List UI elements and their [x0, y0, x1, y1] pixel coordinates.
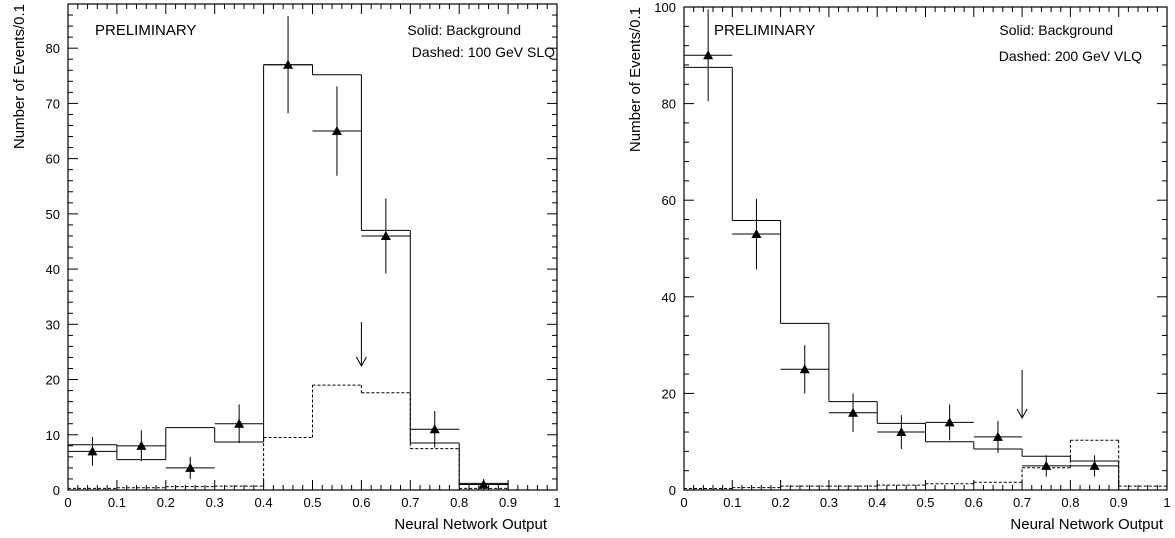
- x-axis-title: Neural Network Output: [1010, 516, 1163, 533]
- y-axis-title: Number of Events/0.1: [627, 7, 644, 152]
- data-point-marker: [87, 446, 98, 456]
- cut-arrowhead-icon: [355, 356, 367, 368]
- x-tick-label: 0.2: [157, 495, 175, 510]
- y-tick-label: 80: [46, 41, 60, 56]
- legend-annotation: Solid: Background: [999, 22, 1113, 38]
- y-tick-label: 60: [46, 152, 60, 167]
- x-tick-label: 0.2: [772, 495, 790, 510]
- data-point-marker: [896, 427, 907, 437]
- data-point-marker: [751, 229, 762, 239]
- data-point-marker: [136, 440, 147, 450]
- x-tick-label: 0.3: [206, 495, 224, 510]
- legend-annotation: Dashed: 200 GeV VLQ: [999, 48, 1142, 64]
- right-plot-panel: 0 0.1 0.2 0.3 0.4 0.5 0.6 0.7 0.8 0.9 1 0 20 40 60 80 10…: [627, 0, 1171, 533]
- x-tick-label: 0.5: [916, 495, 934, 510]
- data-point-marker: [478, 479, 489, 489]
- y-tick-label: 40: [662, 290, 676, 305]
- data-point-marker: [429, 424, 440, 434]
- x-tick-label: 0.9: [1110, 495, 1128, 510]
- y-tick-label: 0: [53, 483, 60, 498]
- x-tick-label: 0.1: [108, 495, 126, 510]
- x-tick-label: 0.3: [820, 495, 838, 510]
- left-plot-panel: 0 0.1 0.2 0.3 0.4 0.5 0.6 0.7 0.8 0.9 101020304050…: [11, 3, 561, 533]
- x-tick-label: 0.8: [450, 495, 468, 510]
- preliminary-label: PRELIMINARY: [714, 22, 815, 39]
- cut-arrowhead-icon: [1016, 408, 1028, 420]
- x-tick-label: 0.7: [1013, 495, 1031, 510]
- y-tick-label: 100: [654, 0, 676, 15]
- legend-annotation: Dashed: 100 GeV SLQ: [412, 44, 555, 60]
- y-tick-label: 10: [46, 428, 60, 443]
- data-point-marker: [799, 364, 810, 374]
- data-point-marker: [992, 431, 1003, 441]
- data-point-marker: [234, 418, 245, 428]
- y-tick-label: 70: [46, 96, 60, 111]
- x-tick-label: 0.1: [723, 495, 741, 510]
- data-point-marker: [848, 407, 859, 417]
- data-point-marker: [1041, 460, 1052, 470]
- x-tick-label: 1: [1163, 495, 1170, 510]
- y-tick-label: 60: [662, 193, 676, 208]
- x-tick-label: 0.4: [255, 495, 273, 510]
- data-point-marker: [283, 59, 294, 69]
- data-point-marker: [185, 462, 196, 472]
- y-tick-label: 80: [662, 97, 676, 112]
- x-tick-label: 0: [680, 495, 687, 510]
- y-tick-label: 0: [669, 483, 676, 498]
- x-tick-label: 0.8: [1061, 495, 1079, 510]
- x-tick-label: 0.9: [499, 495, 517, 510]
- y-tick-label: 20: [662, 386, 676, 401]
- x-tick-label: 0.7: [401, 495, 419, 510]
- data-point-marker: [1089, 460, 1100, 470]
- x-tick-label: 1: [553, 495, 560, 510]
- y-axis-title: Number of Events/0.1: [11, 4, 28, 149]
- data-point-marker: [944, 417, 955, 427]
- x-tick-label: 0.6: [352, 495, 370, 510]
- y-tick-label: 30: [46, 317, 60, 332]
- data-point-marker: [380, 230, 391, 240]
- data-point-marker: [331, 126, 342, 136]
- x-axis-title: Neural Network Output: [394, 516, 547, 533]
- data-point-marker: [703, 50, 714, 60]
- x-tick-label: 0: [64, 495, 71, 510]
- y-tick-label: 40: [46, 262, 60, 277]
- legend-annotation: Solid: Background: [407, 22, 521, 38]
- x-tick-label: 0.5: [303, 495, 321, 510]
- x-tick-label: 0.4: [868, 495, 886, 510]
- y-tick-label: 20: [46, 373, 60, 388]
- x-tick-label: 0.6: [965, 495, 983, 510]
- preliminary-label: PRELIMINARY: [95, 22, 196, 39]
- y-tick-label: 50: [46, 207, 60, 222]
